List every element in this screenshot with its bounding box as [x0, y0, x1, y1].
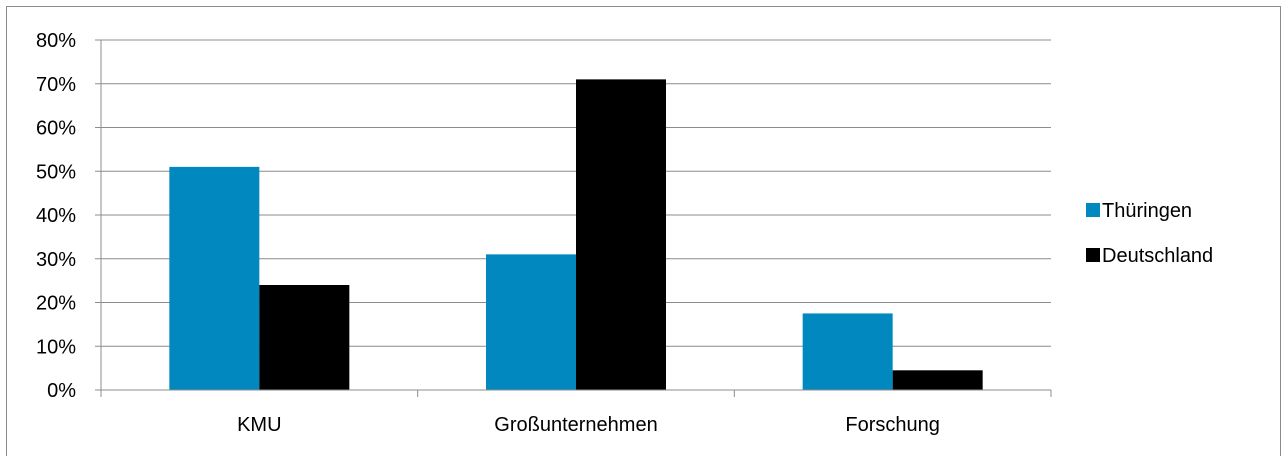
y-tick-label: 80% [36, 30, 76, 52]
y-tick-label: 20% [36, 293, 76, 315]
x-axis-tick-labels: KMU Großunternehmen Forschung [237, 414, 940, 436]
legend: Thüringen Deutschland [1086, 200, 1213, 267]
y-tick-label: 10% [36, 336, 76, 358]
bar-0-1 [486, 254, 576, 390]
y-tick-label: 40% [36, 205, 76, 227]
y-tick-label: 70% [36, 74, 76, 96]
bar-1-0 [259, 285, 349, 390]
bars [169, 79, 982, 390]
y-tick-label: 50% [36, 161, 76, 183]
x-tick-label: Forschung [845, 414, 940, 436]
bar-0-2 [803, 313, 893, 390]
bar-0-0 [169, 167, 259, 390]
y-axis-tick-labels: 0% 10% 20% 30% 40% 50% 60% 70% 80% [36, 30, 76, 402]
legend-label: Deutschland [1102, 245, 1213, 267]
y-tick-label: 30% [36, 249, 76, 271]
legend-label: Thüringen [1102, 200, 1192, 222]
legend-swatch [1086, 248, 1100, 262]
y-tick-label: 0% [47, 380, 76, 402]
bar-1-1 [576, 79, 666, 390]
x-tick-label: Großunternehmen [494, 414, 657, 436]
x-tick-label: KMU [237, 414, 281, 436]
legend-swatch [1086, 203, 1100, 217]
y-tick-label: 60% [36, 118, 76, 140]
bar-1-2 [893, 370, 983, 390]
